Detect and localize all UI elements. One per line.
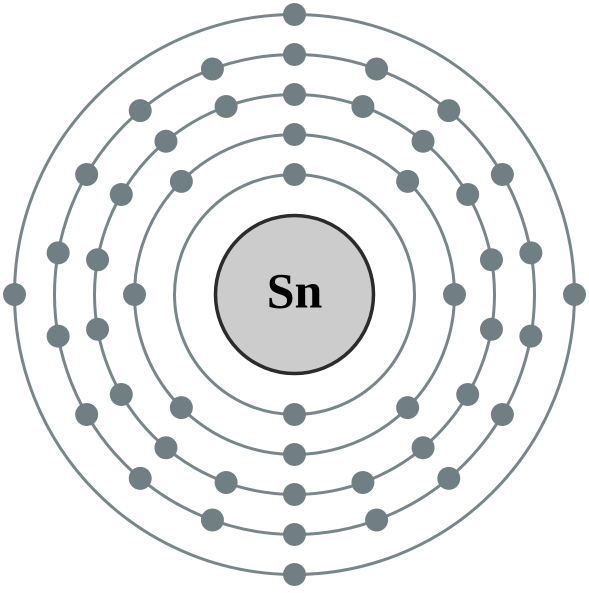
electron-shell-3 <box>86 317 110 341</box>
electron-shell-5 <box>283 563 306 586</box>
electron-shell-3 <box>283 83 306 106</box>
electron-shell-3 <box>214 470 238 494</box>
electron-shell-4 <box>519 324 543 348</box>
electron-shell-4 <box>437 466 461 490</box>
electron-shell-3 <box>86 248 110 272</box>
electron-shell-1 <box>283 163 306 186</box>
electron-shell-3 <box>351 95 375 119</box>
electron-shell-1 <box>283 403 306 426</box>
electron-shell-3 <box>109 383 133 406</box>
electron-shell-3 <box>456 183 480 206</box>
electron-shell-2 <box>123 283 146 306</box>
electron-shell-4 <box>46 324 70 348</box>
electron-shell-4 <box>365 57 389 81</box>
electron-shell-4 <box>200 508 224 532</box>
electron-shell-4 <box>437 99 461 123</box>
electron-shell-3 <box>479 248 503 272</box>
electrons <box>3 3 586 586</box>
electron-shell-3 <box>456 383 480 406</box>
electron-shell-4 <box>46 241 70 265</box>
electron-shell-2 <box>396 169 420 193</box>
electron-shell-3 <box>351 470 375 494</box>
electron-shell-3 <box>411 436 435 460</box>
electron-shell-3 <box>214 95 238 119</box>
electron-shell-2 <box>396 396 420 420</box>
electron-shell-4 <box>200 57 224 81</box>
electron-shell-3 <box>154 129 178 153</box>
electron-shell-5 <box>563 283 586 306</box>
electron-shell-3 <box>283 483 306 506</box>
element-symbol: Sn <box>267 262 323 318</box>
electron-shell-4 <box>365 508 389 532</box>
electron-shell-2 <box>283 123 306 146</box>
electron-shell-4 <box>75 403 99 426</box>
electron-shell-4 <box>128 99 152 123</box>
electron-shell-3 <box>411 129 435 153</box>
electron-shell-5 <box>3 283 26 306</box>
electron-shell-4 <box>75 163 99 186</box>
electron-shell-2 <box>169 169 193 193</box>
electron-shell-3 <box>154 436 178 460</box>
electron-shell-4 <box>283 43 306 66</box>
electron-shell-5 <box>283 3 306 26</box>
nucleus: Sn <box>213 213 376 376</box>
electron-shell-4 <box>283 523 306 546</box>
electron-shell-3 <box>109 183 133 206</box>
electron-shell-4 <box>128 466 152 490</box>
electron-shell-2 <box>169 396 193 420</box>
nucleus-circle <box>213 213 376 376</box>
electron-shell-4 <box>490 163 514 186</box>
electron-shell-2 <box>443 283 466 306</box>
electron-shell-3 <box>479 317 503 341</box>
electron-shell-4 <box>490 403 514 426</box>
electron-shell-2 <box>283 443 306 466</box>
electron-shell-4 <box>519 241 543 265</box>
